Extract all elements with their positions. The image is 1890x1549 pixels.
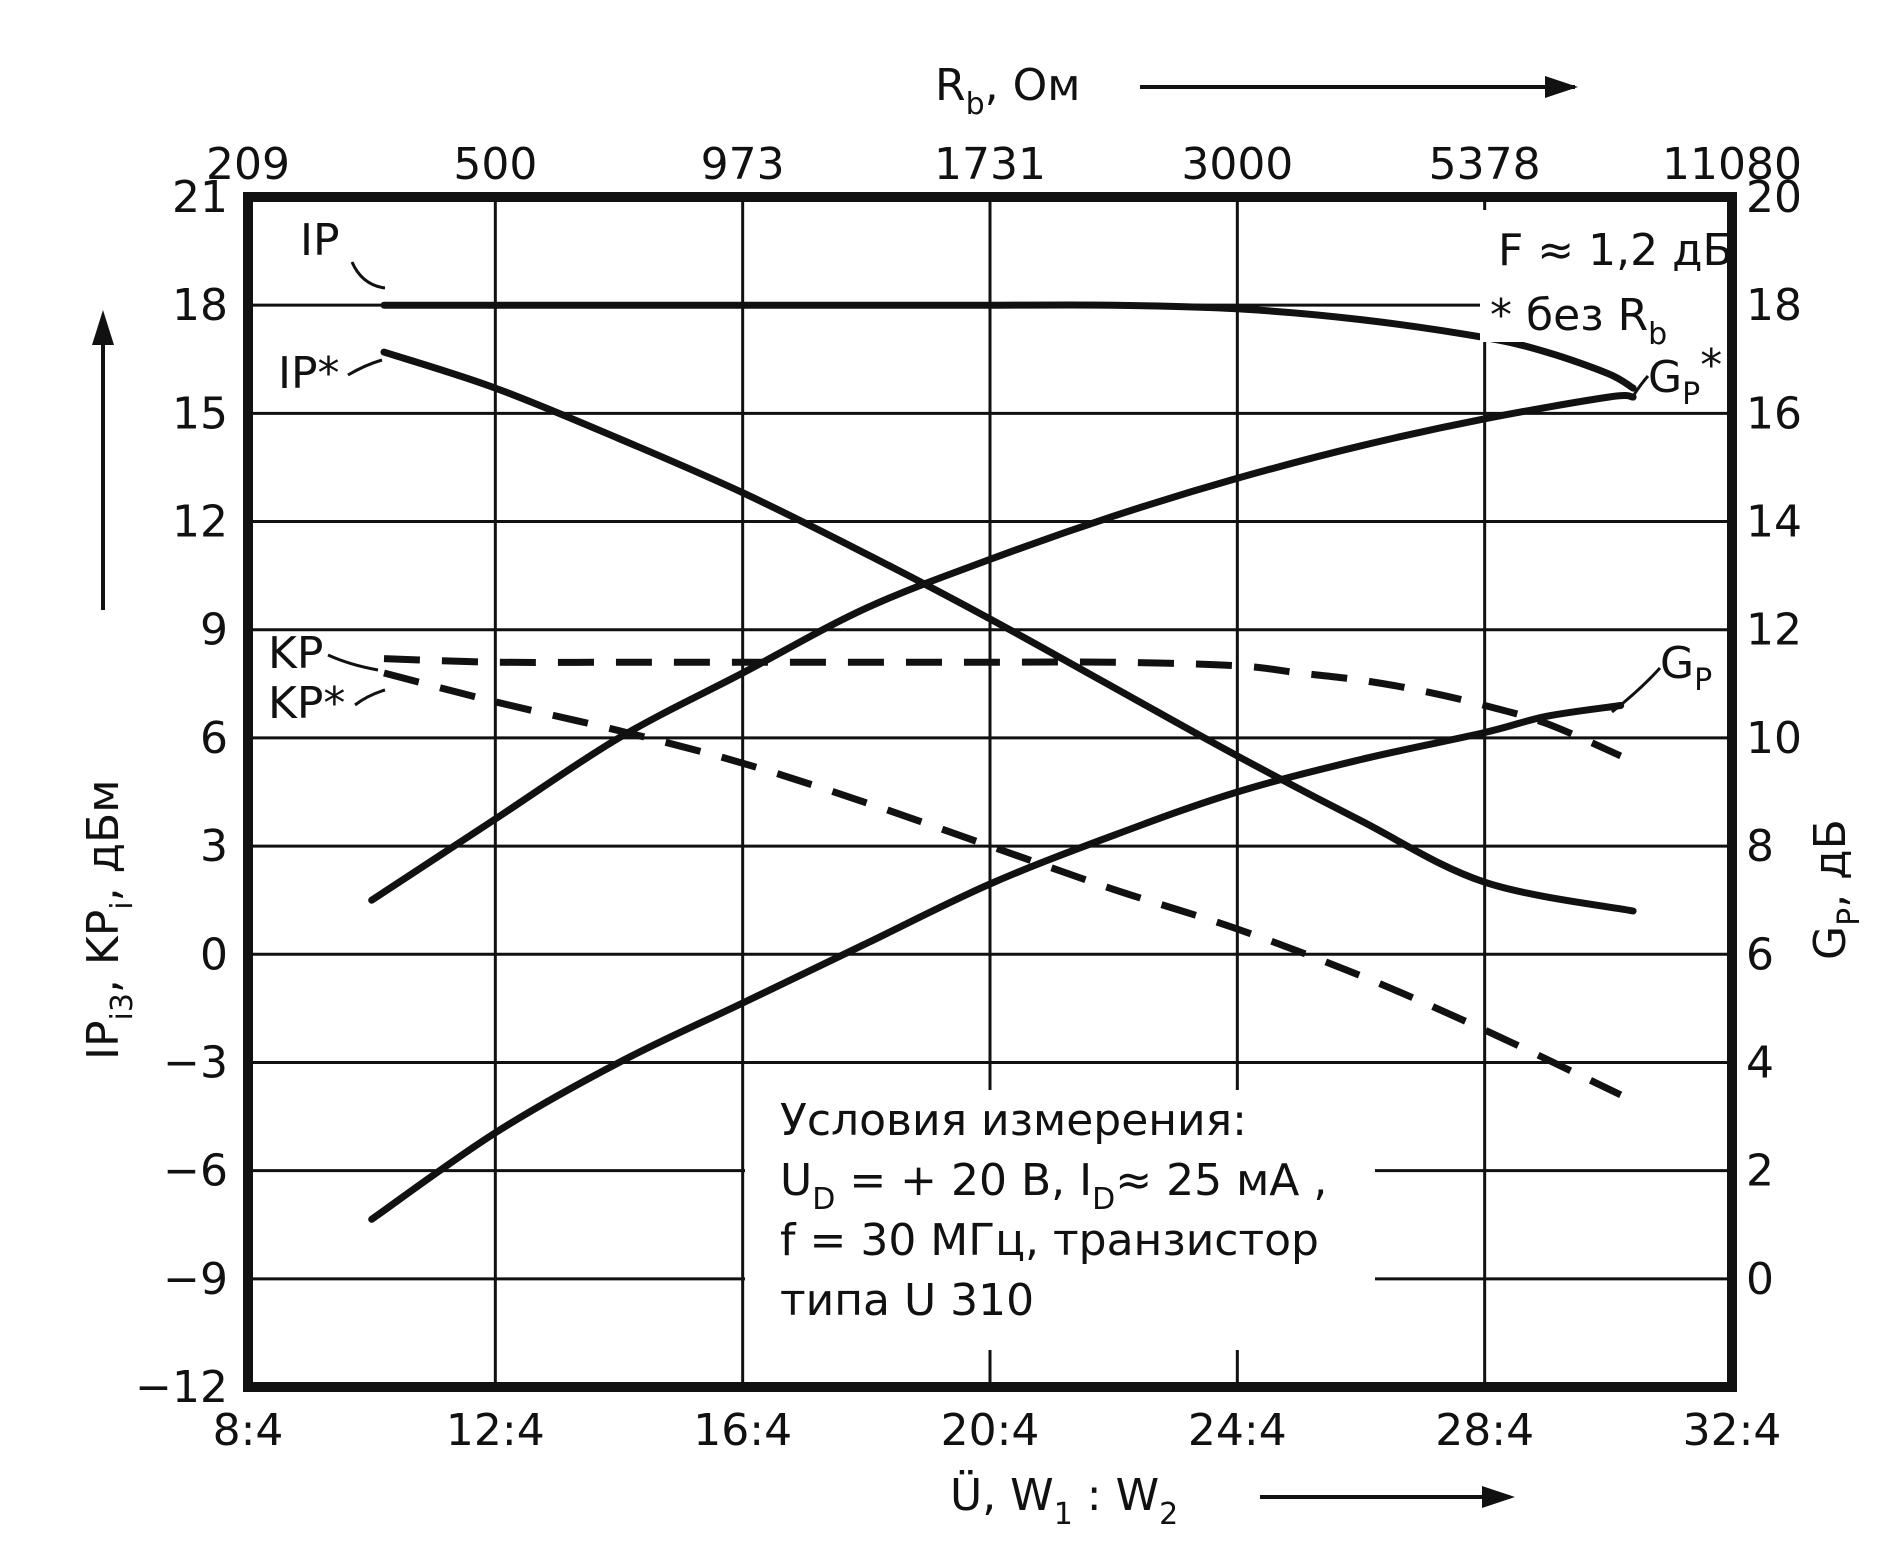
y-right-tick-label: 14	[1746, 497, 1802, 548]
measurement-conditions: Условия измерения: UD = + 20 В, ID≈ 25 м…	[780, 1095, 1327, 1326]
y-left-tick-label: 18	[172, 280, 228, 331]
y-right-tick-label: 10	[1746, 713, 1802, 764]
label-ip-star: IP*	[278, 348, 340, 399]
leader-kp	[327, 653, 379, 672]
y-left-arrow-head	[92, 310, 114, 345]
label-kp: KP	[268, 628, 323, 679]
leader-kp-star	[354, 688, 386, 707]
y-left-tick-label: −12	[135, 1362, 228, 1413]
x-tick-label: 20:4	[941, 1405, 1040, 1456]
top-tick-label: 973	[701, 139, 785, 190]
series-3-gp-line	[368, 702, 1625, 1223]
y-right-tick-label: 16	[1746, 388, 1802, 439]
leader-ip-star	[347, 358, 383, 377]
y-right-tick-label: 0	[1746, 1254, 1774, 1305]
x-axis-title: Ü, W1 : W2	[950, 1469, 1178, 1532]
x-tick-label: 28:4	[1435, 1405, 1534, 1456]
y-right-tick-label: 4	[1746, 1037, 1774, 1088]
y-right-tick-label: 12	[1746, 605, 1802, 656]
y-right-tick-label: 18	[1746, 280, 1802, 331]
note-without-rb: * без Rb	[1490, 290, 1667, 352]
label-ip: IP	[300, 215, 340, 266]
y-left-tick-label: −3	[163, 1037, 228, 1088]
y-left-tick-label: 12	[172, 497, 228, 548]
y-right-tick-label: 20	[1746, 172, 1802, 223]
top-tick-label: 209	[206, 139, 290, 190]
top-tick-label: 1731	[934, 139, 1046, 190]
y-left-tick-label: 3	[200, 821, 228, 872]
leader-ip	[350, 261, 386, 290]
y-left-tick-label: 0	[200, 929, 228, 980]
conditions-frequency: f = 30 МГц, транзистор	[780, 1215, 1319, 1266]
x-tick-label: 12:4	[446, 1405, 545, 1456]
x-tick-label: 32:4	[1683, 1405, 1782, 1456]
y-right-axis-title: GP, дБ	[1805, 819, 1867, 960]
series-5-kp-star-line	[383, 669, 1623, 1099]
series-layer	[368, 301, 1637, 1223]
y-left-tick-label: −6	[163, 1146, 228, 1197]
series-1-ip-star-line	[380, 348, 1637, 915]
conditions-voltage-current: UD = + 20 В, ID≈ 25 мА ,	[780, 1155, 1327, 1217]
leader-gp-star	[1630, 375, 1650, 399]
top-axis-title: Rb, Ом	[935, 60, 1080, 122]
series-0-ip-line	[380, 301, 1637, 392]
series-2-gp-star-line	[368, 392, 1637, 904]
y-left-tick-label: 6	[200, 713, 228, 764]
x-tick-label: 16:4	[693, 1405, 792, 1456]
series-4-kp-line	[383, 655, 1623, 760]
top-tick-label: 11080	[1662, 139, 1802, 190]
conditions-transistor: типа U 310	[780, 1275, 1034, 1326]
y-left-axis-title: IPi3, KPi, дБм	[78, 780, 140, 1060]
x-tick-label: 8:4	[213, 1405, 284, 1456]
note-mask	[1480, 210, 1728, 342]
top-axis-arrow-head	[1545, 76, 1578, 98]
y-left-tick-label: 21	[172, 172, 228, 223]
note-noise-figure: F ≈ 1,2 дБ	[1498, 225, 1733, 276]
legend-mask	[745, 1090, 1375, 1350]
y-left-tick-label: −9	[163, 1254, 228, 1305]
label-gp: GP	[1660, 638, 1712, 698]
x-axis-arrow-head	[1482, 1486, 1515, 1508]
label-kp-star: KP*	[268, 678, 345, 729]
y-right-tick-label: 2	[1746, 1146, 1774, 1197]
x-tick-label: 24:4	[1188, 1405, 1287, 1456]
y-left-tick-label: 15	[172, 388, 228, 439]
label-gp-star: GP*	[1648, 340, 1722, 412]
plot-frame	[243, 192, 1737, 1392]
y-right-tick-label: 8	[1746, 821, 1774, 872]
top-tick-label: 5378	[1429, 139, 1541, 190]
conditions-title: Условия измерения:	[780, 1095, 1247, 1146]
top-tick-label: 500	[453, 139, 537, 190]
leader-gp	[1611, 666, 1662, 714]
y-right-tick-label: 6	[1746, 929, 1774, 980]
top-tick-label: 3000	[1181, 139, 1293, 190]
y-left-tick-label: 9	[200, 605, 228, 656]
